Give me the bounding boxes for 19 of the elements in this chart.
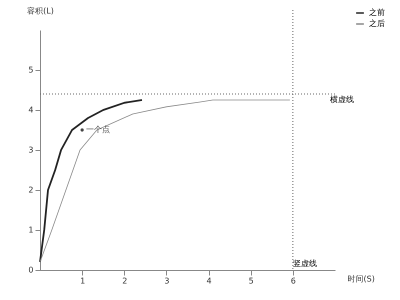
- x-tick-label: 6: [290, 276, 296, 286]
- y-tick-label: 4: [28, 106, 34, 114]
- x-tick-label: 1: [80, 276, 86, 286]
- x-tick-label: 4: [206, 276, 212, 286]
- y-tick-label: 3: [28, 146, 34, 154]
- y-axis-title: 容积(L): [27, 6, 54, 16]
- x-tick-label: 5: [248, 276, 254, 286]
- ref-line-label: 横虚线: [330, 95, 354, 104]
- y-tick-label: 0: [28, 266, 34, 274]
- legend-label: 之后: [369, 19, 385, 28]
- y-tick-label: 2: [28, 186, 34, 194]
- ref-line-label: 竖虚线: [292, 259, 317, 268]
- y-tick-label: 1: [28, 226, 34, 234]
- y-tick-label: 5: [28, 66, 34, 74]
- x-tick-label: 3: [164, 276, 170, 286]
- x-axis-title: 时间(S): [348, 274, 375, 284]
- legend-label: 之前: [369, 8, 385, 17]
- line-series: [39, 99, 143, 263]
- x-tick-label: 2: [122, 276, 128, 286]
